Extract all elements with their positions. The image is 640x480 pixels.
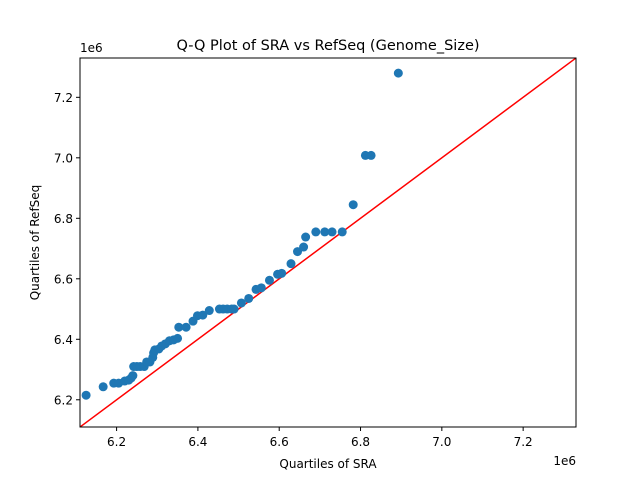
data-point [256,283,266,293]
data-point [204,306,214,316]
y-axis-ticks: 6.2 6.4 6.6 6.8 7.0 7.2 [54,91,80,407]
x-axis-label: Quartiles of SRA [279,457,377,471]
data-point [81,390,91,400]
y-axis-offset-label: 1e6 [80,41,103,55]
x-tick-label: 7.2 [514,435,533,449]
data-point [301,232,311,242]
x-tick-label: 6.4 [188,435,207,449]
data-point [311,227,321,237]
data-point [229,304,239,314]
x-axis-offset-label: 1e6 [553,454,576,468]
x-axis-ticks: 6.2 6.4 6.6 6.8 7.0 7.2 [107,427,533,449]
data-point [128,371,138,381]
y-tick-label: 6.6 [54,272,73,286]
data-point [366,150,376,160]
plot-frame [79,57,577,428]
data-point [98,382,108,392]
chart-title: Q-Q Plot of SRA vs RefSeq (Genome_Size) [176,38,479,54]
y-tick-label: 6.4 [54,333,73,347]
data-point [277,268,287,278]
data-point [320,227,330,237]
data-point [244,293,254,303]
data-point [236,298,246,308]
data-point [173,333,183,343]
y-tick-label: 7.0 [54,151,73,165]
data-point [348,200,358,210]
data-point [393,68,403,78]
data-point [264,275,274,285]
data-point [198,310,208,320]
y-axis-label: Quartiles of RefSeq [28,185,42,301]
data-points [81,68,403,400]
data-point [337,227,347,237]
reference-line [80,58,576,427]
data-point [299,242,309,252]
data-point [174,322,184,332]
y-tick-label: 6.8 [54,212,73,226]
data-point [286,259,296,269]
x-tick-label: 6.8 [351,435,370,449]
data-point [327,227,337,237]
x-tick-label: 6.6 [270,435,289,449]
y-tick-label: 6.2 [54,393,73,407]
data-point [181,322,191,332]
x-tick-label: 7.0 [432,435,451,449]
plot-content [80,58,576,427]
y-tick-label: 7.2 [54,91,73,105]
x-tick-label: 6.2 [107,435,126,449]
